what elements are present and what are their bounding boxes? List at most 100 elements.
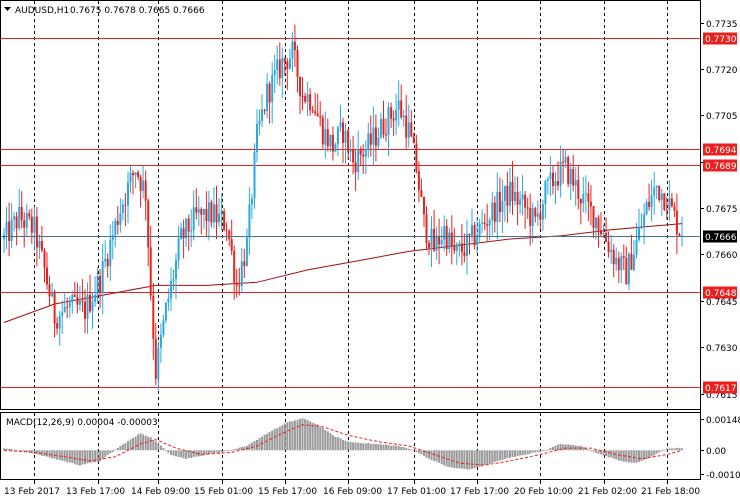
macd-histogram-bar xyxy=(218,450,220,453)
macd-histogram-bar xyxy=(73,450,76,465)
time-tick-label: 16 Feb 09:00 xyxy=(323,487,382,497)
candle-bear xyxy=(309,94,312,110)
moving-average xyxy=(3,223,683,323)
candle-bear xyxy=(205,209,208,222)
macd-histogram-bar xyxy=(615,450,618,460)
candle-bull xyxy=(276,59,279,70)
macd-histogram-bar xyxy=(364,443,367,451)
macd-histogram-bar xyxy=(506,450,509,458)
macd-panel xyxy=(3,418,683,470)
macd-histogram-bar xyxy=(240,447,243,451)
candle-bull xyxy=(620,256,623,271)
candle-bull xyxy=(180,228,183,239)
macd-histogram-bar xyxy=(319,426,322,451)
macd-histogram-bar xyxy=(632,450,635,463)
macd-histogram-bar xyxy=(516,450,519,457)
candle-bear xyxy=(28,213,31,217)
macd-histogram-bar xyxy=(466,450,468,470)
macd-histogram-bar xyxy=(30,450,33,454)
macd-histogram-bar xyxy=(56,450,59,460)
candle-bear xyxy=(473,225,476,246)
macd-histogram-bar xyxy=(213,450,215,454)
candle-bear xyxy=(106,258,109,267)
macd-histogram-bar xyxy=(89,450,91,463)
candle-bull xyxy=(129,172,132,183)
macd-histogram-bar xyxy=(476,450,479,467)
candle-bear xyxy=(35,216,38,248)
macd-histogram-bar xyxy=(170,450,172,455)
macd-histogram-bar xyxy=(207,450,210,455)
macd-histogram-bar xyxy=(154,441,157,451)
candle-bear xyxy=(187,218,190,232)
macd-histogram-bar xyxy=(324,430,327,451)
macd-tick-label: -0.00109 xyxy=(706,471,740,481)
candle-bull xyxy=(38,241,41,248)
candle-bear xyxy=(400,100,403,118)
macd-histogram-bar xyxy=(301,418,304,451)
macd-histogram-bar xyxy=(562,444,565,451)
candle-bull xyxy=(430,228,433,248)
candle-bear xyxy=(299,76,301,96)
candle-bear xyxy=(648,201,651,208)
candle-bull xyxy=(635,239,638,255)
candle-bear xyxy=(526,207,529,209)
macd-histogram-bar xyxy=(316,424,319,451)
candle-bull xyxy=(101,261,104,293)
candle-bear xyxy=(243,261,246,266)
macd-histogram-bar xyxy=(190,450,193,458)
macd-histogram-bar xyxy=(645,450,648,460)
macd-histogram-bar xyxy=(557,444,559,451)
candle-bear xyxy=(283,58,286,62)
macd-histogram-bar xyxy=(367,443,370,451)
macd-histogram-bar xyxy=(134,436,137,451)
candle-bear xyxy=(30,216,33,233)
macd-histogram-bar xyxy=(460,450,463,469)
symbol-dropdown-icon[interactable] xyxy=(4,7,11,11)
candle-bear xyxy=(46,267,48,285)
candle-bull xyxy=(175,260,177,279)
candle-bull xyxy=(164,302,167,321)
candle-bull xyxy=(519,199,522,205)
candle-bull xyxy=(514,192,516,201)
candle-bull xyxy=(448,232,451,250)
candle-bull xyxy=(379,118,382,138)
chart-symbol: AUDUSD,H1 xyxy=(15,6,69,16)
macd-histogram-bar xyxy=(412,450,415,452)
candle-bear xyxy=(301,96,304,97)
candle-bull xyxy=(127,182,129,206)
macd-histogram-bar xyxy=(610,450,613,458)
macd-histogram-bar xyxy=(293,420,296,451)
macd-histogram-bar xyxy=(164,450,167,452)
candle-bull xyxy=(248,204,251,238)
macd-histogram-bar xyxy=(101,450,104,459)
macd-histogram-bar xyxy=(519,450,522,456)
candle-bull xyxy=(291,41,294,59)
macd-histogram-bar xyxy=(448,450,451,468)
macd-histogram-bar xyxy=(493,450,496,462)
candle-bull xyxy=(250,198,253,205)
macd-histogram-bar xyxy=(387,445,390,451)
macd-histogram-bar xyxy=(180,450,183,458)
candle-bear xyxy=(230,239,233,251)
candle-bull xyxy=(207,202,210,222)
macd-histogram-bar xyxy=(162,448,165,451)
level-price-tag xyxy=(703,286,737,299)
candle-bull xyxy=(218,213,220,223)
macd-histogram-bar xyxy=(668,448,671,451)
macd-histogram-bar xyxy=(137,434,140,451)
candle-bull xyxy=(435,235,438,251)
level-price-tag-label: 0.7617 xyxy=(705,384,737,394)
macd-histogram-bar xyxy=(554,445,557,451)
candle-bear xyxy=(144,180,147,201)
macd-histogram-bar xyxy=(653,450,656,456)
candle-bear xyxy=(76,296,79,305)
macd-histogram-bar xyxy=(104,450,107,457)
macd-histogram-bar xyxy=(220,450,223,453)
candle-bull xyxy=(177,238,180,261)
candle-bull xyxy=(306,94,309,102)
candle-bear xyxy=(296,50,299,77)
macd-histogram-bar xyxy=(582,447,585,451)
time-tick-label: 13 Feb 2017 xyxy=(4,487,60,497)
macd-histogram-bar xyxy=(397,446,400,451)
